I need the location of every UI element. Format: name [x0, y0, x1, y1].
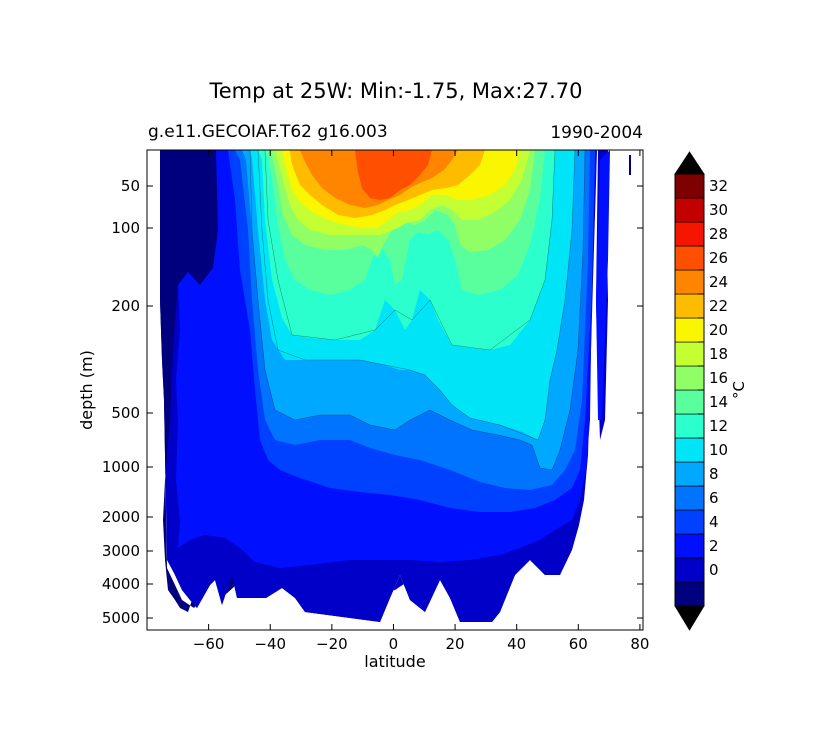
colorbar-swatch [674, 485, 705, 511]
y-axis: 50 100 200 500 1000 2000 3000 4000 5000 [102, 177, 643, 627]
y-tick-label: 500 [111, 404, 140, 422]
y-tick-label: 50 [121, 177, 140, 195]
x-tick-label: 40 [507, 635, 526, 653]
temperature-field [147, 150, 643, 630]
x-tick-label: −60 [193, 635, 225, 653]
contour-line [264, 150, 556, 351]
colorbar-tick-label: 12 [709, 417, 728, 435]
colorbar-swatch [674, 461, 705, 487]
y-tick-label: 1000 [102, 458, 140, 476]
colorbar-swatch [674, 581, 705, 607]
colorbar-swatch [674, 557, 705, 583]
colorbar-tick-label: 32 [709, 177, 728, 195]
thin-line [629, 155, 631, 175]
colorbar-label: °C [730, 381, 748, 399]
colorbar-tick-label: 14 [709, 393, 728, 411]
x-tick-label: −40 [254, 635, 286, 653]
colorbar-swatch [674, 197, 705, 223]
colorbar-swatch [674, 365, 705, 391]
colorbar-tick-label: 18 [709, 345, 728, 363]
colorbar-tick-label: 2 [709, 537, 719, 555]
x-axis-label: latitude [364, 652, 425, 671]
y-tick-label: 5000 [102, 609, 140, 627]
y-tick-label: 3000 [102, 542, 140, 560]
contour-line [249, 150, 586, 471]
band-under-0 [160, 150, 236, 612]
contour-lines [249, 150, 586, 471]
y-tick-label: 200 [111, 297, 140, 315]
colorbar-swatch [674, 509, 705, 535]
colorbar-swatch [674, 533, 705, 559]
x-tick-label: −20 [316, 635, 348, 653]
colorbar-swatch [674, 341, 705, 367]
colorbar-swatch [674, 389, 705, 415]
colorbar-swatch [674, 437, 705, 463]
y-axis-label: depth (m) [77, 350, 96, 430]
colorbar-tick-label: 24 [709, 273, 728, 291]
x-tick-label: 80 [630, 635, 649, 653]
chart-subtitle-right: 1990-2004 [550, 123, 643, 143]
contour-line [257, 150, 576, 441]
colorbar-extend-top [674, 151, 705, 175]
colorbar-tick-label: 16 [709, 369, 728, 387]
colorbar-swatch [674, 293, 705, 319]
colorbar-swatch [674, 245, 705, 271]
x-axis: −60 −40 −20 0 20 40 60 80 [193, 150, 649, 653]
y-tick-label: 2000 [102, 508, 140, 526]
colorbar-swatch [674, 269, 705, 295]
y-tick-label: 100 [111, 219, 140, 237]
x-tick-label: 60 [569, 635, 588, 653]
colorbar-swatch [674, 317, 705, 343]
colorbar-swatch [674, 173, 705, 199]
plot-frame [146, 149, 644, 631]
colorbar-tick-label: 8 [709, 465, 719, 483]
band-far-right [596, 150, 610, 420]
band-26-28 [355, 150, 432, 200]
colorbar-tick-label: 20 [709, 321, 728, 339]
colorbar-tick-label: 0 [709, 561, 719, 579]
x-tick-label: 20 [446, 635, 465, 653]
x-tick-label: 0 [389, 635, 399, 653]
chart-title: Temp at 25W: Min:-1.75, Max:27.70 [208, 79, 582, 103]
colorbar-extend-bottom [674, 605, 705, 631]
colorbar-swatch [674, 413, 705, 439]
colorbar-tick-label: 26 [709, 249, 728, 267]
chart-subtitle-left: g.e11.GECOIAF.T62 g16.003 [148, 122, 388, 142]
colorbar-swatch [674, 221, 705, 247]
colorbar-tick-label: 4 [709, 513, 719, 531]
colorbar-tick-label: 30 [709, 201, 728, 219]
band-0-2-deep [168, 525, 579, 622]
colorbar-tick-label: 28 [709, 225, 728, 243]
y-tick-label: 4000 [102, 575, 140, 593]
colorbar-tick-label: 22 [709, 297, 728, 315]
colorbar-tick-label: 6 [709, 489, 719, 507]
colorbar-tick-label: 10 [709, 441, 728, 459]
